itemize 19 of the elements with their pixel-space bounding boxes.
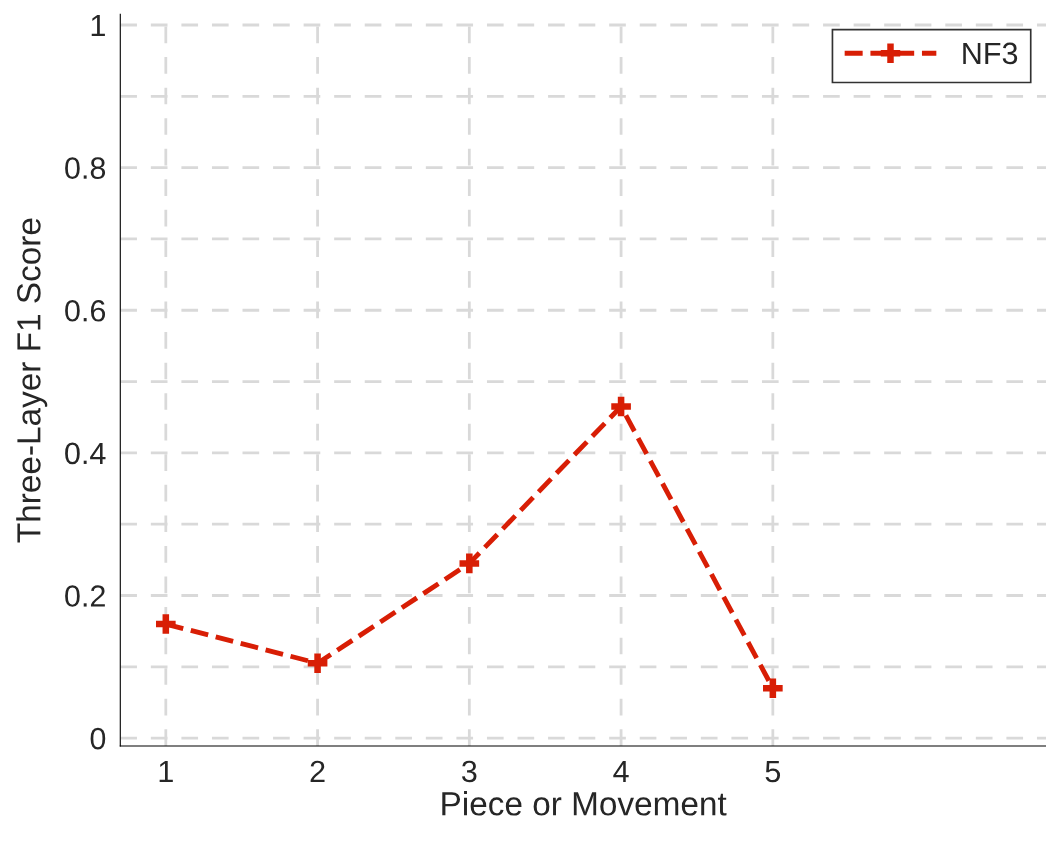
- x-tick-label: 2: [310, 760, 325, 782]
- y-tick-label: 0.8: [65, 157, 106, 179]
- x-tick-label: 1: [159, 760, 173, 782]
- point: [611, 396, 631, 417]
- point: [459, 553, 480, 574]
- y-tick-label: 0.6: [65, 299, 106, 322]
- x-axis-title: Piece or Movement: [442, 791, 727, 816]
- point: [763, 678, 783, 699]
- y-tick-label: 0: [90, 727, 106, 750]
- legend-label: NF3: [963, 42, 1018, 65]
- x-tick-label: 3: [462, 760, 477, 783]
- x-tick-label: 4: [613, 760, 629, 782]
- point: [307, 653, 328, 674]
- y-tick-label: 0.2: [65, 585, 105, 607]
- y-axis-title: Three-Layer F1 Score: [16, 218, 48, 543]
- y-tick-label: 1: [91, 15, 105, 37]
- y-tick-label: 0.4: [65, 442, 106, 465]
- x-tick-label: 5: [765, 760, 781, 783]
- point: [156, 614, 176, 634]
